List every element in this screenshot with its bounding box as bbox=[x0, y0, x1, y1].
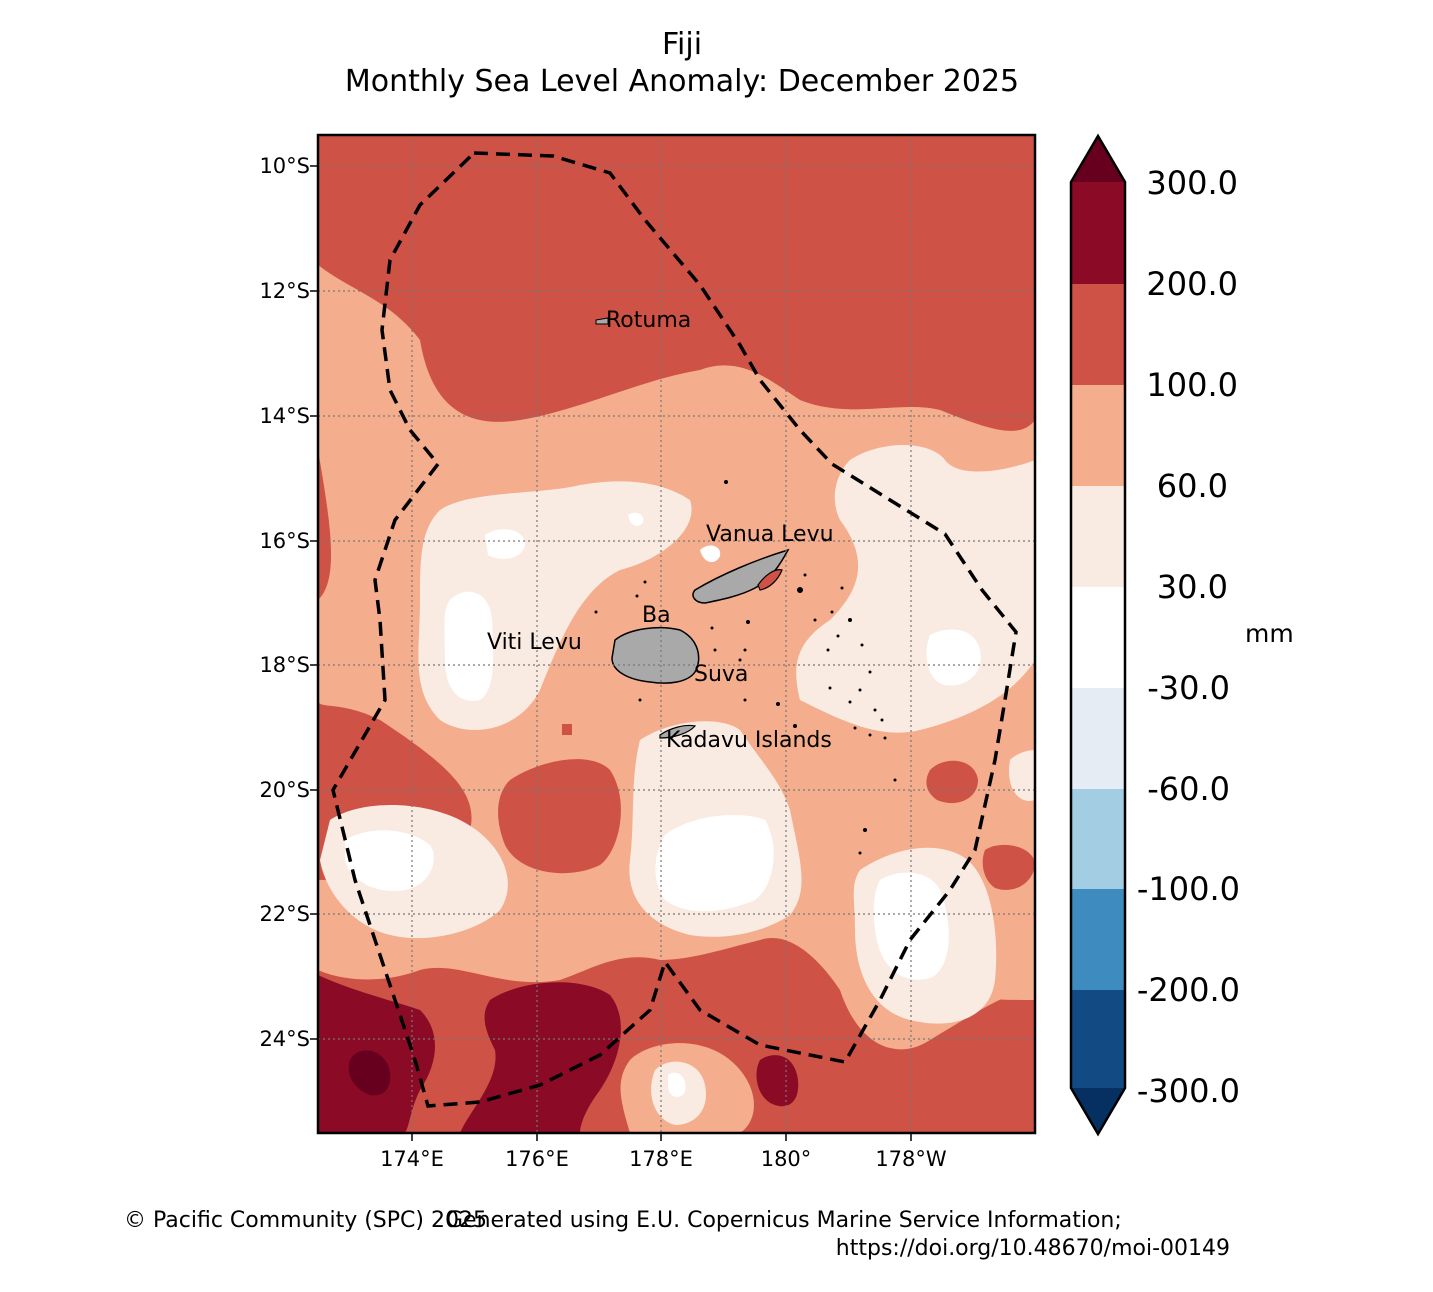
lat-label: 16°S bbox=[259, 529, 310, 553]
lat-label: 20°S bbox=[259, 778, 310, 802]
colorbar-band-m100-m60 bbox=[1071, 789, 1125, 889]
field-white-west-small bbox=[485, 529, 525, 559]
colorbar-over-triangle bbox=[1071, 136, 1125, 182]
colorbar-label: -100.0 bbox=[1137, 870, 1240, 908]
map-title: Fiji bbox=[661, 27, 703, 62]
place-label-kadavu: Kadavu Islands bbox=[666, 728, 832, 753]
field-white-south-central bbox=[655, 815, 774, 912]
anomaly-field bbox=[318, 135, 1035, 1133]
doi-link[interactable]: https://doi.org/10.48670/moi-00149 bbox=[835, 1236, 1230, 1261]
colorbar-band-60-100 bbox=[1071, 385, 1125, 486]
lat-label: 10°S bbox=[259, 154, 310, 178]
lon-label: 178°E bbox=[629, 1147, 693, 1171]
tick-marks bbox=[310, 165, 912, 1141]
field-white-east bbox=[926, 629, 981, 686]
field-white-vanua-levu bbox=[700, 545, 721, 563]
lon-label: 180° bbox=[761, 1147, 812, 1171]
island-vanua-levu bbox=[692, 548, 790, 604]
colorbar-unit: mm bbox=[1245, 619, 1294, 648]
place-label-vanua-levu: Vanua Levu bbox=[706, 522, 834, 547]
field-white-center-small bbox=[628, 512, 644, 526]
gridlines bbox=[318, 135, 1035, 1133]
colorbar-band-100-200 bbox=[1071, 284, 1125, 385]
lat-labels: 10°S 12°S 14°S 16°S 18°S 20°S 22°S 24°S bbox=[259, 154, 310, 1051]
field-30-60-right-edge bbox=[1009, 750, 1035, 801]
colorbar-band-30-60 bbox=[1071, 486, 1125, 587]
lat-label: 14°S bbox=[259, 404, 310, 428]
field-100-200-dot bbox=[562, 724, 572, 735]
colorbar-label: -300.0 bbox=[1137, 1072, 1240, 1110]
lon-label: 174°E bbox=[380, 1147, 444, 1171]
eez-boundary bbox=[331, 151, 1018, 1108]
place-label-suva: Suva bbox=[694, 662, 748, 687]
field-over-300 bbox=[348, 1050, 391, 1096]
place-label-rotuma: Rotuma bbox=[606, 308, 691, 333]
colorbar-label: -200.0 bbox=[1137, 971, 1240, 1009]
colorbar-band-m60-m30 bbox=[1071, 688, 1125, 789]
colorbar-label: 60.0 bbox=[1157, 467, 1228, 505]
colorbar-label: 300.0 bbox=[1146, 164, 1238, 202]
source-text: Generated using E.U. Copernicus Marine S… bbox=[446, 1208, 1122, 1233]
lon-label: 176°E bbox=[505, 1147, 569, 1171]
colorbar-label: -30.0 bbox=[1147, 669, 1230, 707]
lat-label: 24°S bbox=[259, 1027, 310, 1051]
colorbar-band-m200-m100 bbox=[1071, 889, 1125, 990]
island-taveuni bbox=[757, 569, 783, 591]
lat-label: 12°S bbox=[259, 279, 310, 303]
lon-label: 178°W bbox=[875, 1147, 947, 1171]
map-subtitle: Monthly Sea Level Anomaly: December 2025 bbox=[344, 64, 1020, 99]
field-200-300-south-east bbox=[756, 1055, 799, 1107]
copyright-text: © Pacific Community (SPC) 2025 bbox=[124, 1208, 487, 1233]
field-100-200-southeast-small bbox=[982, 844, 1035, 890]
map-frame bbox=[316, 133, 1037, 1135]
field-white-bottom bbox=[668, 1072, 686, 1097]
colorbar-labels: 300.0 200.0 100.0 60.0 30.0 -30.0 -60.0 … bbox=[1137, 164, 1240, 1110]
field-white-west bbox=[444, 591, 494, 701]
colorbar-label: 100.0 bbox=[1146, 366, 1238, 404]
colorbar-label: 30.0 bbox=[1157, 568, 1228, 606]
colorbar-band-m300-m200 bbox=[1071, 990, 1125, 1088]
island-rotuma bbox=[595, 317, 609, 325]
lat-label: 22°S bbox=[259, 902, 310, 926]
colorbar-band-200-300 bbox=[1071, 182, 1125, 284]
colorbar-under-triangle bbox=[1071, 1088, 1125, 1134]
lat-label: 18°S bbox=[259, 653, 310, 677]
colorbar-outline bbox=[1069, 133, 1127, 1137]
island-kadavu bbox=[659, 724, 697, 739]
island-viti-levu bbox=[611, 626, 700, 684]
lon-labels: 174°E 176°E 178°E 180° 178°W bbox=[380, 1147, 947, 1171]
colorbar bbox=[1069, 133, 1127, 1137]
colorbar-band-m30-30 bbox=[1071, 587, 1125, 688]
field-100-200-east-small bbox=[926, 760, 978, 804]
place-label-viti-levu: Viti Levu bbox=[487, 630, 582, 655]
small-islands bbox=[594, 480, 897, 855]
colorbar-label: 200.0 bbox=[1146, 265, 1238, 303]
place-label-ba: Ba bbox=[642, 603, 671, 628]
field-100-200-south-center bbox=[498, 759, 621, 874]
colorbar-label: -60.0 bbox=[1147, 770, 1230, 808]
